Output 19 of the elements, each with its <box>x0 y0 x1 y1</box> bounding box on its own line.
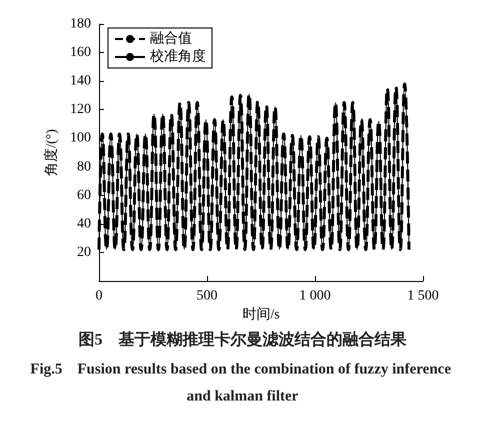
y-tick-label: 180 <box>70 16 91 32</box>
x-tick-label: 1 000 <box>299 288 331 304</box>
legend-label: 校准角度 <box>149 48 206 64</box>
y-tick-label: 160 <box>70 45 91 60</box>
x-tick-label: 0 <box>96 288 102 304</box>
x-axis-title: 时间/s <box>242 306 280 322</box>
x-tick-label: 500 <box>196 288 218 304</box>
y-tick-label: 120 <box>70 102 91 118</box>
y-tick-label: 60 <box>77 188 91 203</box>
y-tick-label: 100 <box>70 130 91 146</box>
y-tick-label: 140 <box>70 74 91 89</box>
text: Fig.5 Fusion results based on the combination of fuzzy inference and kalman filter <box>30 362 455 404</box>
y-tick-label: 40 <box>77 216 91 232</box>
y-tick-label: 80 <box>77 159 91 174</box>
legend-label: 融合值 <box>150 30 192 46</box>
y-axis-title: 角度/(°) <box>44 128 60 176</box>
y-tick-label: 20 <box>77 244 91 260</box>
x-tick-label: 1 500 <box>407 288 439 304</box>
text: 图5 基于模糊推理卡尔曼滤波结合的融合结果 <box>78 330 408 348</box>
